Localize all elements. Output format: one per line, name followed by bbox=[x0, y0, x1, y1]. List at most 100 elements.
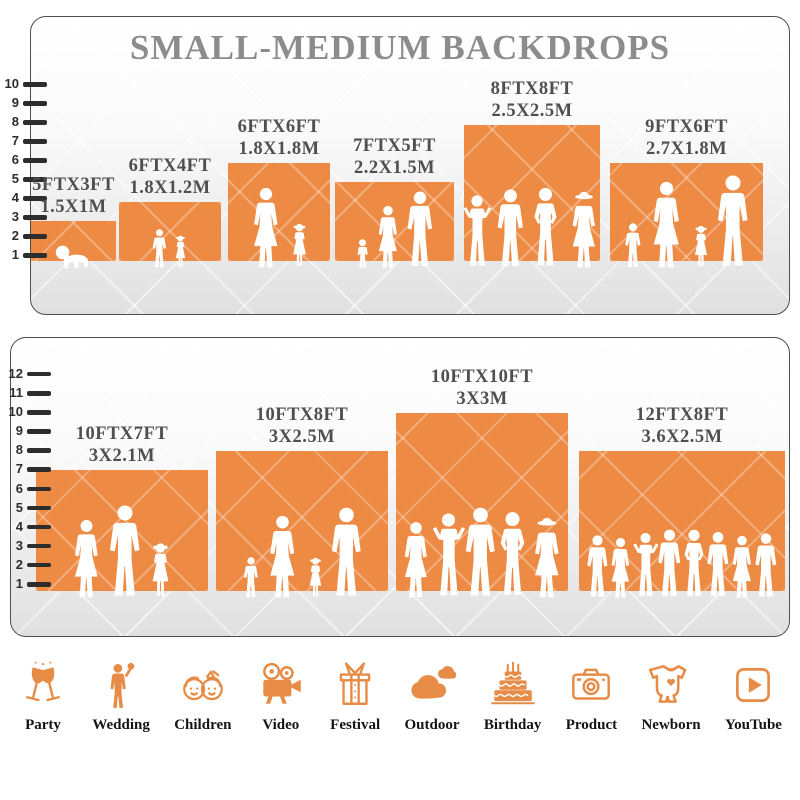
category-label: Party bbox=[25, 717, 61, 733]
people-silhouettes bbox=[335, 191, 454, 269]
axis-tick-mark bbox=[23, 158, 47, 163]
boy-silhouette bbox=[242, 557, 260, 599]
man-silhouette bbox=[108, 505, 142, 599]
axis-tick-label: 1 bbox=[15, 576, 23, 591]
woman-silhouette bbox=[607, 537, 634, 599]
axis-tick-label: 3 bbox=[15, 537, 23, 553]
size-feet: 6FTX6FT bbox=[237, 117, 321, 137]
newborn-icon bbox=[646, 658, 696, 712]
axis-tick-label: 8 bbox=[15, 442, 23, 458]
category-outdoor: Outdoor bbox=[405, 658, 460, 734]
category-label: YouTube bbox=[724, 717, 782, 733]
backdrop-size-label: 9FTX6FT 2.7X1.8M bbox=[597, 117, 777, 160]
youtube-icon bbox=[728, 658, 778, 712]
axis-tick-mark bbox=[23, 196, 47, 201]
baby-silhouette bbox=[54, 243, 94, 269]
size-feet: 10FTX7FT bbox=[75, 424, 169, 444]
video-icon bbox=[256, 658, 306, 712]
manup-silhouette bbox=[431, 511, 466, 599]
category-children: Children bbox=[174, 658, 231, 734]
axis-tick-label: 10 bbox=[8, 404, 23, 420]
child-silhouette bbox=[355, 239, 370, 269]
backdrop-size-label: 10FTX10FT 3X3M bbox=[392, 367, 572, 410]
axis-tick-mark bbox=[27, 391, 51, 396]
axis-tick-label: 3 bbox=[11, 209, 19, 224]
girl-silhouette bbox=[690, 225, 712, 269]
people-silhouettes bbox=[36, 505, 208, 599]
people-silhouettes bbox=[610, 175, 763, 269]
girl-silhouette bbox=[288, 223, 311, 269]
axis-tick-label: 6 bbox=[15, 480, 23, 496]
category-youtube: YouTube bbox=[725, 658, 782, 734]
man-silhouette bbox=[464, 507, 497, 599]
outdoor-icon bbox=[407, 658, 457, 712]
boy-silhouette bbox=[623, 223, 643, 269]
man-silhouette bbox=[716, 175, 750, 269]
axis-tick-label: 10 bbox=[4, 76, 19, 91]
manhips-silhouette bbox=[680, 529, 708, 599]
size-meters: 1.8X1.2M bbox=[129, 177, 211, 198]
axis-tick-mark bbox=[27, 371, 51, 377]
manup-silhouette bbox=[632, 531, 659, 599]
people-silhouettes bbox=[396, 507, 568, 599]
category-birthday: Birthday bbox=[483, 658, 542, 734]
axis-tick-mark bbox=[23, 139, 47, 144]
man-silhouette bbox=[406, 191, 434, 269]
axis-tick-mark bbox=[23, 82, 47, 87]
size-meters: 2.7X1.8M bbox=[645, 138, 728, 159]
axis-tick-mark bbox=[27, 505, 51, 511]
backdrop-size-label: 10FTX8FT 3X2.5M bbox=[212, 405, 392, 448]
size-feet: 5FTX3FT bbox=[32, 175, 115, 195]
small-medium-size-chart-panel: 10 9 8 7 6 5 4 3 2 1 5FTX3FT 1.5X1M 6FTX4FT 1.8X1.2M 6… bbox=[5, 16, 790, 315]
axis-tick-label: 5 bbox=[15, 499, 23, 515]
backdrop-size-label: 5FTX3FT 1.5X1M bbox=[0, 175, 164, 218]
product-icon bbox=[566, 658, 616, 712]
size-feet: 7FTX5FT bbox=[353, 136, 436, 156]
size-feet: 10FTX8FT bbox=[255, 405, 349, 425]
girl-silhouette bbox=[305, 557, 326, 599]
manhips-silhouette bbox=[529, 187, 562, 269]
axis-tick-label: 9 bbox=[11, 95, 19, 110]
category-product: Product bbox=[566, 658, 617, 734]
category-wedding: Wedding bbox=[92, 658, 150, 734]
category-party: Party bbox=[18, 658, 68, 734]
people-silhouettes bbox=[464, 187, 600, 269]
womanhat-silhouette bbox=[528, 517, 566, 599]
man-silhouette bbox=[496, 189, 525, 269]
category-label: Festival bbox=[330, 717, 381, 733]
girl-silhouette bbox=[172, 235, 189, 269]
size-meters: 2.2X1.5M bbox=[353, 157, 436, 178]
axis-tick-label: 11 bbox=[9, 385, 23, 400]
axis-tick-mark bbox=[27, 524, 51, 530]
size-meters: 3X2.1M bbox=[88, 445, 156, 466]
category-label: Outdoor bbox=[404, 717, 460, 733]
size-feet: 8FTX8FT bbox=[490, 79, 574, 99]
backdrop-rect bbox=[36, 470, 208, 591]
axis-tick-label: 2 bbox=[15, 556, 23, 572]
category-label: Product bbox=[565, 717, 618, 733]
girl-silhouette bbox=[146, 543, 175, 599]
people-silhouettes bbox=[119, 229, 221, 269]
backdrop-rect bbox=[228, 163, 330, 261]
backdrop-size-label: 6FTX6FT 1.8X1.8M bbox=[189, 117, 369, 160]
backdrop-size-label: 12FTX8FT 3.6X2.5M bbox=[592, 405, 772, 448]
woman-silhouette bbox=[248, 187, 284, 269]
people-silhouettes bbox=[228, 187, 330, 269]
category-label: Birthday bbox=[483, 717, 542, 733]
backdrop-size-label: 7FTX5FT 2.2X1.5M bbox=[305, 136, 485, 179]
festival-icon bbox=[330, 658, 380, 712]
woman-silhouette bbox=[69, 519, 104, 599]
woman-silhouette bbox=[399, 521, 433, 599]
axis-tick-label: 8 bbox=[11, 114, 19, 129]
page-title: SMALL-MEDIUM BACKDROPS bbox=[129, 28, 671, 67]
backdrop-size-label: 10FTX7FT 3X2.1M bbox=[32, 424, 212, 467]
size-meters: 1.5X1M bbox=[40, 196, 107, 217]
axis-tick-mark bbox=[27, 562, 51, 568]
axis-tick-label: 6 bbox=[11, 152, 19, 167]
backdrop-rect bbox=[335, 182, 454, 261]
axis-tick-label: 7 bbox=[11, 133, 19, 148]
axis-tick-label: 5 bbox=[11, 171, 19, 186]
category-newborn: Newborn bbox=[641, 658, 701, 734]
axis-tick-label: 7 bbox=[15, 461, 23, 477]
